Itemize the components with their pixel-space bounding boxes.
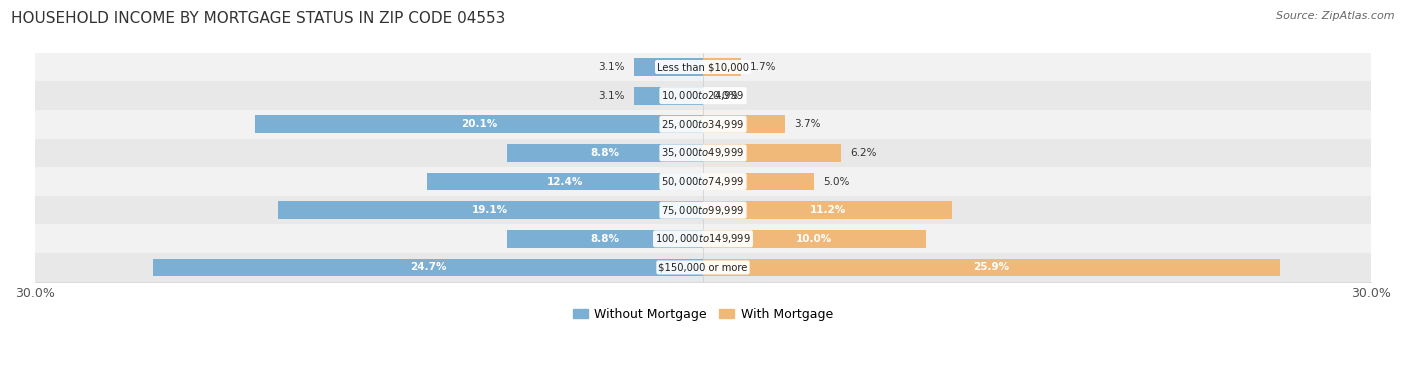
Bar — [508, 144, 703, 162]
Text: $100,000 to $149,999: $100,000 to $149,999 — [655, 232, 751, 245]
Text: 5.0%: 5.0% — [824, 176, 849, 187]
Text: 25.9%: 25.9% — [973, 262, 1010, 273]
Bar — [634, 58, 703, 76]
Bar — [256, 115, 703, 133]
Bar — [703, 58, 741, 76]
Text: $50,000 to $74,999: $50,000 to $74,999 — [661, 175, 745, 188]
Bar — [35, 81, 1371, 110]
Text: 12.4%: 12.4% — [547, 176, 583, 187]
Bar — [508, 230, 703, 248]
Legend: Without Mortgage, With Mortgage: Without Mortgage, With Mortgage — [568, 303, 838, 326]
Text: Less than $10,000: Less than $10,000 — [657, 62, 749, 72]
Text: 3.1%: 3.1% — [599, 90, 626, 101]
Bar — [35, 253, 1371, 282]
Text: Source: ZipAtlas.com: Source: ZipAtlas.com — [1277, 11, 1395, 21]
Bar — [703, 201, 952, 219]
Bar — [703, 230, 925, 248]
Bar — [703, 173, 814, 190]
Text: HOUSEHOLD INCOME BY MORTGAGE STATUS IN ZIP CODE 04553: HOUSEHOLD INCOME BY MORTGAGE STATUS IN Z… — [11, 11, 506, 26]
Text: 11.2%: 11.2% — [810, 205, 846, 215]
Bar — [427, 173, 703, 190]
Bar — [35, 53, 1371, 81]
Text: 19.1%: 19.1% — [472, 205, 509, 215]
Bar — [703, 259, 1279, 276]
Bar — [277, 201, 703, 219]
Text: 8.8%: 8.8% — [591, 234, 620, 244]
Text: 10.0%: 10.0% — [796, 234, 832, 244]
Text: 20.1%: 20.1% — [461, 119, 498, 129]
Bar — [35, 167, 1371, 196]
Text: $25,000 to $34,999: $25,000 to $34,999 — [661, 118, 745, 131]
Text: 1.7%: 1.7% — [749, 62, 776, 72]
Bar — [35, 196, 1371, 224]
Text: $75,000 to $99,999: $75,000 to $99,999 — [661, 204, 745, 217]
Text: 3.1%: 3.1% — [599, 62, 626, 72]
Bar — [35, 224, 1371, 253]
Text: 8.8%: 8.8% — [591, 148, 620, 158]
Bar — [35, 110, 1371, 139]
Bar — [703, 144, 841, 162]
Text: 24.7%: 24.7% — [409, 262, 446, 273]
Text: $35,000 to $49,999: $35,000 to $49,999 — [661, 146, 745, 159]
Text: 6.2%: 6.2% — [851, 148, 876, 158]
Text: 0.0%: 0.0% — [711, 90, 738, 101]
Bar — [35, 139, 1371, 167]
Text: $150,000 or more: $150,000 or more — [658, 262, 748, 273]
Bar — [153, 259, 703, 276]
Text: $10,000 to $24,999: $10,000 to $24,999 — [661, 89, 745, 102]
Bar — [703, 115, 786, 133]
Text: 3.7%: 3.7% — [794, 119, 821, 129]
Bar — [634, 87, 703, 104]
